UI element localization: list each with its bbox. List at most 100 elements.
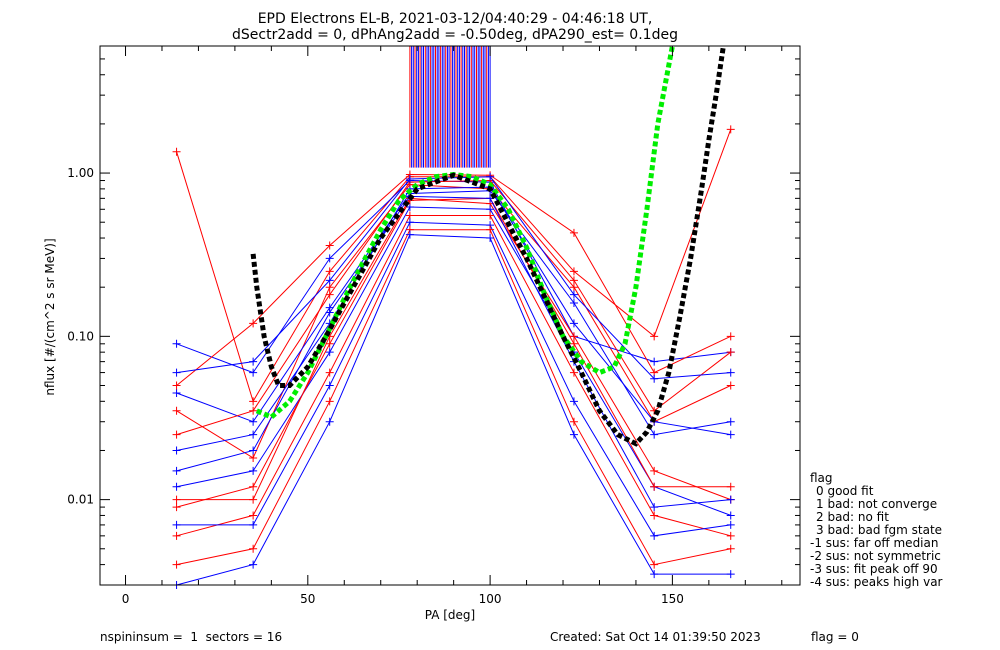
series-13-line [176, 176, 731, 380]
fit-curves [250, 45, 726, 447]
series-10-point-5 [569, 417, 578, 426]
legend-entry-7: -4 sus: peaks high var [810, 575, 943, 589]
series-0-point-7 [726, 381, 735, 390]
series-12-point-7 [726, 348, 735, 357]
series-8-point-5 [569, 228, 578, 237]
series-4-point-1 [249, 495, 258, 504]
series-14-point-7 [726, 482, 735, 491]
series-11-point-6 [650, 570, 659, 579]
series-7-line [176, 221, 731, 537]
series-14-point-1 [249, 482, 258, 491]
series-13-point-3 [405, 174, 414, 183]
series-15-point-0 [172, 466, 181, 475]
data-layer [172, 46, 735, 589]
series-14-point-5 [569, 339, 578, 348]
series-13-point-0 [172, 368, 181, 377]
footer-spin-info: nspininsum = 1 sectors = 16 [100, 630, 282, 644]
series-6-point-3 [405, 211, 414, 220]
x-tick-label-150: 150 [661, 592, 684, 606]
series-13-point-4 [486, 172, 495, 181]
x-axis-label: PA [deg] [425, 608, 475, 622]
axes: 0 50 100 150 0.01 0.10 1.00 [67, 45, 800, 606]
series-8-point-1 [249, 319, 258, 328]
series-7-point-0 [172, 520, 181, 529]
series-13-point-1 [249, 357, 258, 366]
series-3-point-2 [325, 254, 334, 263]
series-3-point-6 [650, 357, 659, 366]
series-6-point-7 [726, 531, 735, 540]
series-5-point-2 [325, 348, 334, 357]
legend-entry-2: 2 bad: no fit [816, 510, 889, 524]
series-2-point-1 [249, 397, 258, 406]
series-7-point-6 [650, 531, 659, 540]
series-11-point-7 [726, 570, 735, 579]
footer-created-timestamp: Created: Sat Oct 14 01:39:50 2023 [550, 630, 761, 644]
series-0-line [176, 184, 731, 459]
series-6-point-4 [486, 211, 495, 220]
series-1-line [176, 190, 731, 436]
series-5-point-0 [172, 482, 181, 491]
series-4-line [176, 197, 731, 501]
series-10-point-7 [726, 544, 735, 553]
series-14-line [176, 197, 731, 508]
series-3-point-0 [172, 339, 181, 348]
series-7-point-7 [726, 520, 735, 529]
series-9-point-7 [726, 430, 735, 439]
series-2-line [176, 129, 732, 403]
series-2-point-0 [172, 147, 181, 156]
series-2-point-5 [569, 267, 578, 276]
series-15-point-2 [325, 308, 334, 317]
series-9-point-5 [569, 319, 578, 328]
series-12-point-1 [249, 406, 258, 415]
series-14-point-6 [650, 482, 659, 491]
series-4-point-0 [172, 495, 181, 504]
plot-frame [99, 45, 801, 586]
series-14-point-0 [172, 503, 181, 512]
series-10-point-1 [249, 544, 258, 553]
series-13-point-5 [569, 290, 578, 299]
series-5-point-7 [726, 511, 735, 520]
series-12-point-0 [172, 430, 181, 439]
series-10-point-6 [650, 560, 659, 569]
footer-flag: flag = 0 [811, 630, 859, 644]
series-6-point-5 [569, 368, 578, 377]
legend-entry-1: 1 bad: not converge [816, 497, 937, 511]
series-15-line [176, 195, 731, 508]
series-11-line [176, 234, 731, 586]
series-12-point-5 [569, 276, 578, 285]
legend-entry-4: -1 sus: far off median [810, 536, 938, 550]
series-1-point-6 [650, 430, 659, 439]
series-4-point-6 [650, 466, 659, 475]
series-11-point-1 [249, 560, 258, 569]
y-tick-label-1: 0.10 [67, 329, 94, 343]
series-3-point-1 [249, 368, 258, 377]
series-1-point-0 [172, 388, 181, 397]
series-12-line [176, 179, 732, 436]
series-6-point-1 [249, 511, 258, 520]
series-9-point-0 [172, 446, 181, 455]
y-axis-label: nflux [#/(cm^2 s sr MeV)] [43, 238, 57, 395]
series-8-point-2 [325, 241, 334, 250]
series-6-point-0 [172, 531, 181, 540]
series-15-point-6 [650, 503, 659, 512]
legend-entry-3: 3 bad: bad fgm state [816, 523, 942, 537]
series-2-point-2 [325, 267, 334, 276]
legend-entry-6: -3 sus: fit peak off 90 [810, 562, 938, 576]
series-9-point-1 [249, 430, 258, 439]
x-tick-label-100: 100 [479, 592, 502, 606]
series-5-line [176, 206, 731, 516]
series-1-point-7 [726, 417, 735, 426]
series-1-point-5 [569, 299, 578, 308]
series-13-point-7 [726, 368, 735, 377]
series-13-point-6 [650, 374, 659, 383]
series-6-point-6 [650, 511, 659, 520]
series-10-point-2 [325, 397, 334, 406]
series-10-point-4 [486, 225, 495, 234]
series-0-point-0 [172, 406, 181, 415]
legend: flag 0 good fit 1 bad: not converge 2 ba… [810, 471, 943, 589]
series-8-point-0 [172, 381, 181, 390]
series-11-point-2 [325, 417, 334, 426]
series-6-line [176, 215, 731, 537]
series-2-point-6 [650, 332, 659, 341]
